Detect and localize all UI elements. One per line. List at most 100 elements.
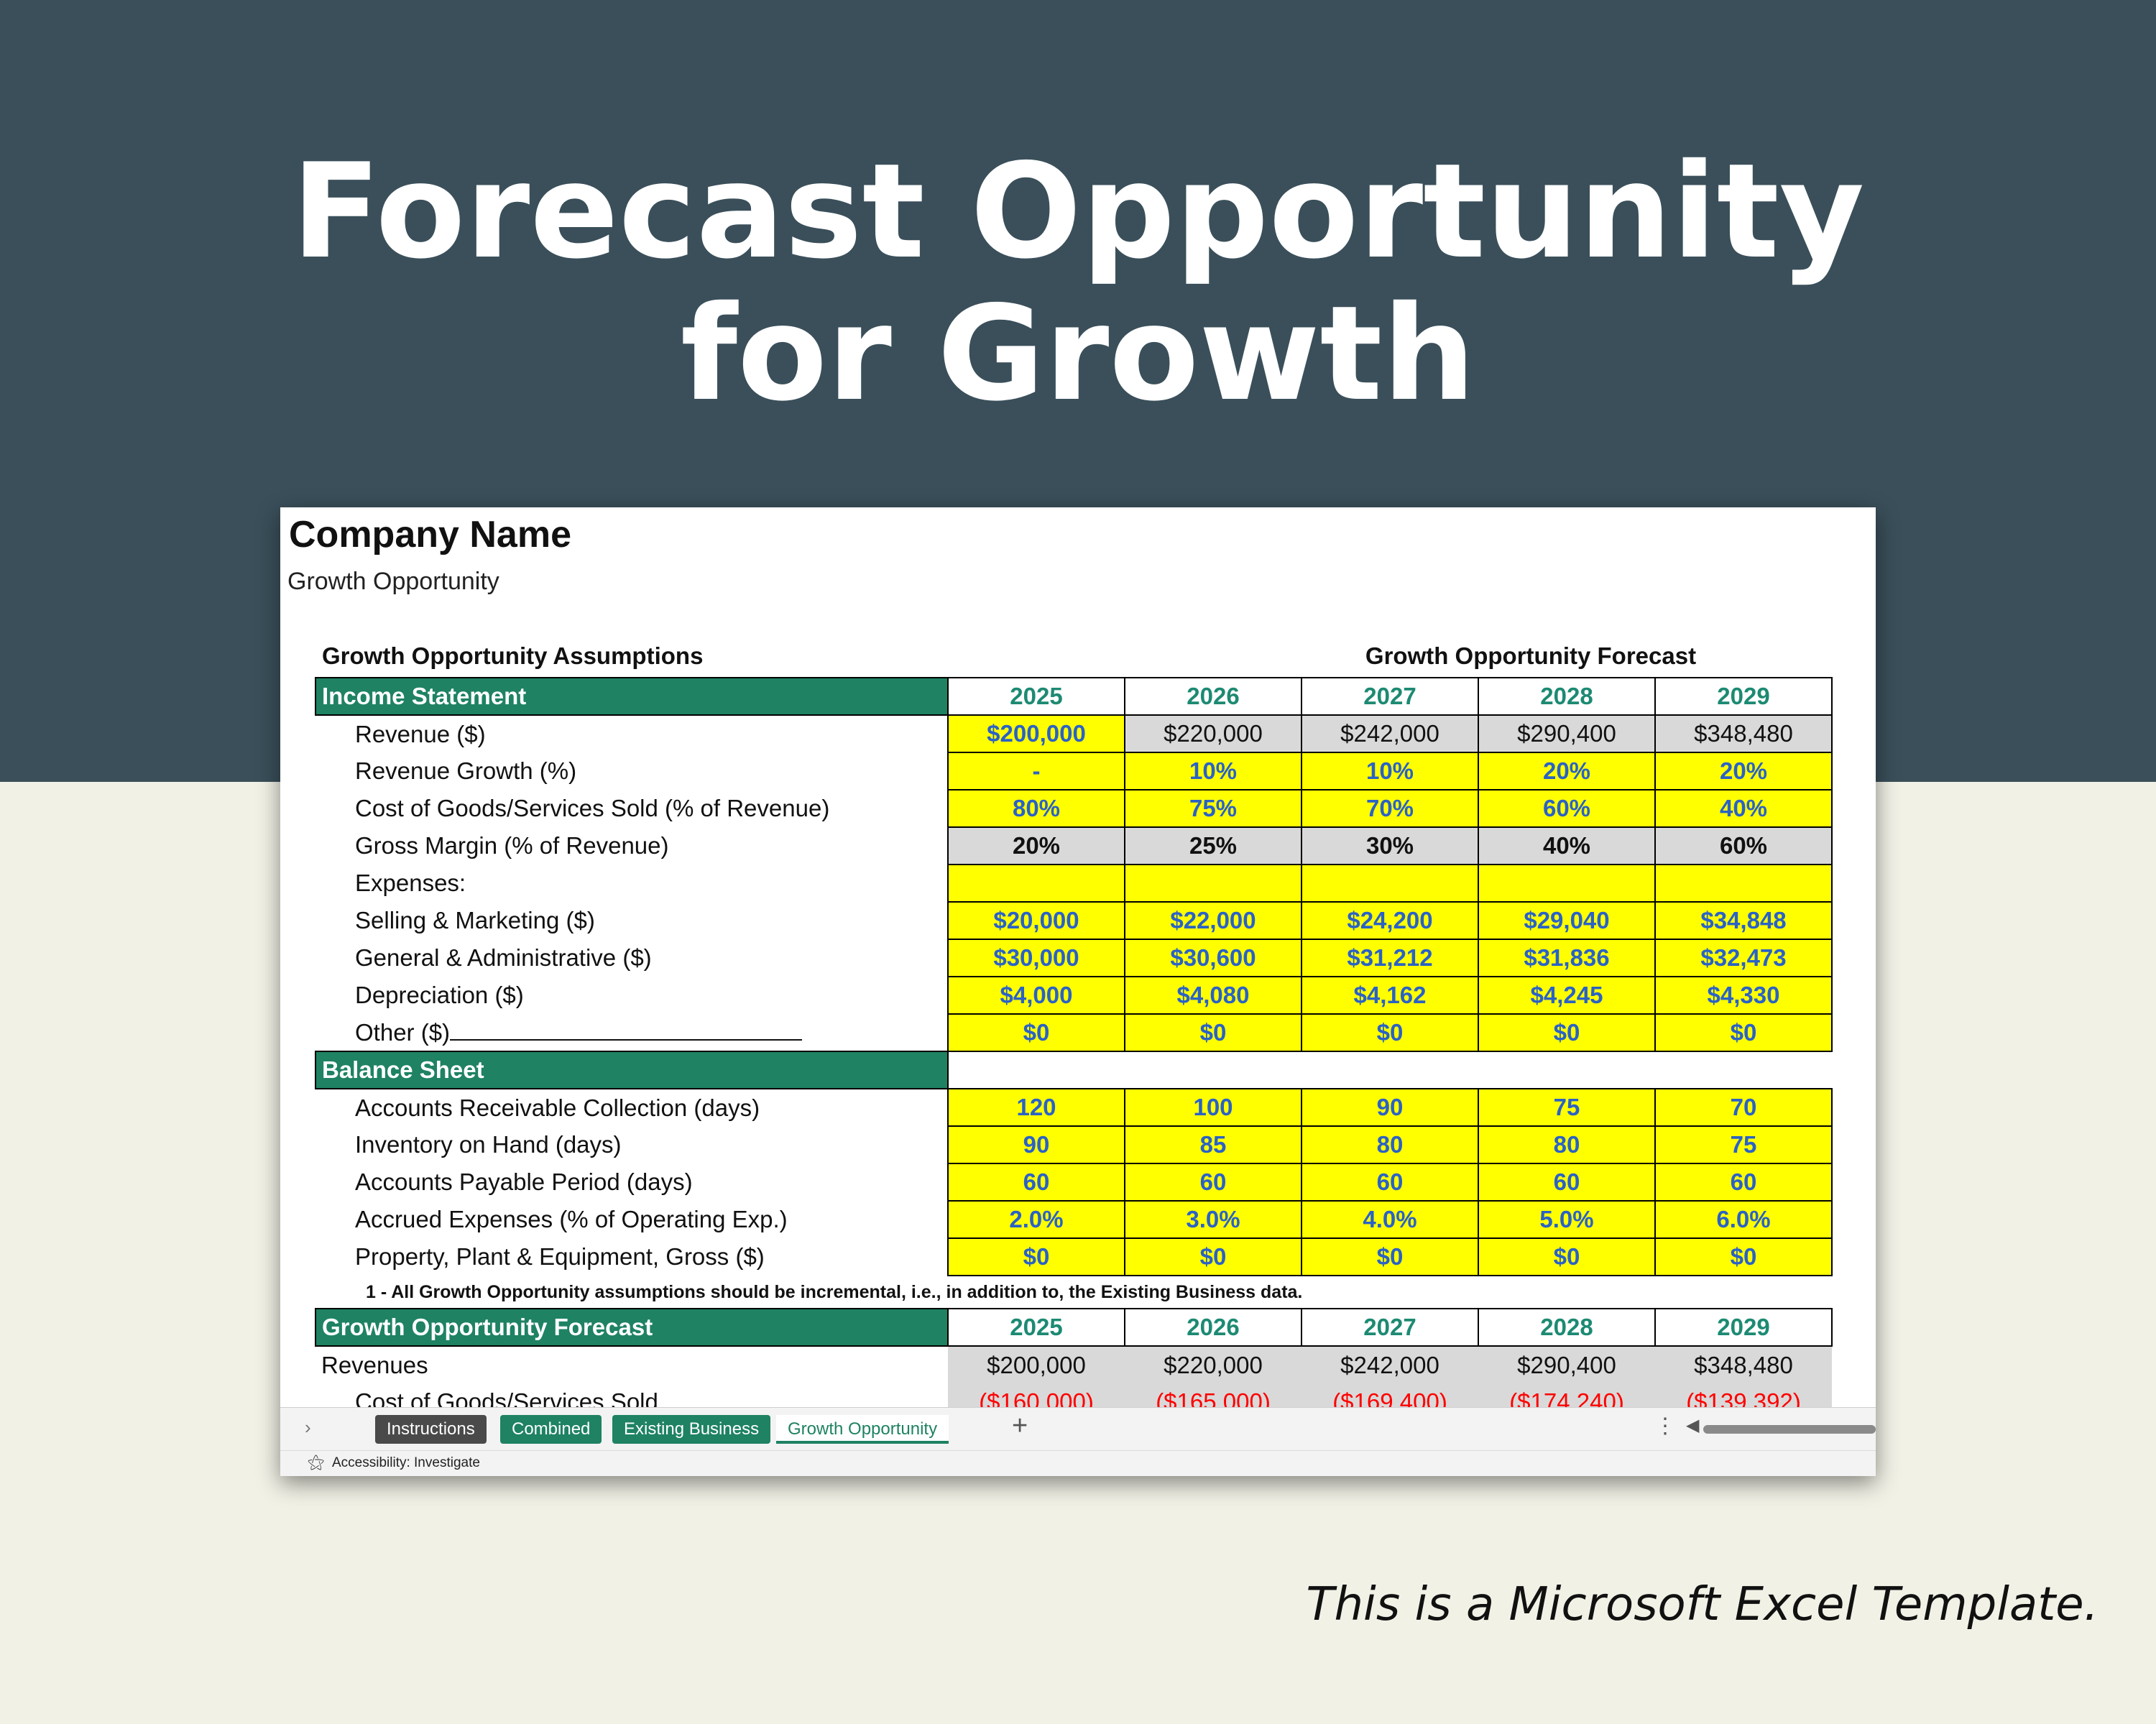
row-label[interactable]: Selling & Marketing ($)	[355, 907, 595, 934]
input-cell[interactable]: 20%	[1654, 752, 1833, 790]
input-cell[interactable]: $0	[947, 1237, 1125, 1276]
input-cell[interactable]: $0	[1301, 1013, 1479, 1052]
input-cell[interactable]: 90	[1301, 1088, 1479, 1127]
input-cell[interactable]: 75	[1478, 1088, 1656, 1127]
calc-cell[interactable]: $348,480	[1655, 1346, 1832, 1383]
input-cell[interactable]: $0	[1301, 1237, 1479, 1276]
tab-existing-business[interactable]: Existing Business	[612, 1415, 771, 1444]
input-cell[interactable]: $0	[1124, 1237, 1302, 1276]
calc-cell[interactable]: $242,000	[1301, 714, 1479, 753]
tab-combined[interactable]: Combined	[500, 1415, 602, 1444]
input-cell[interactable]: 75%	[1124, 789, 1302, 828]
input-cell[interactable]: $0	[947, 1013, 1125, 1052]
company-name[interactable]: Company Name	[289, 514, 571, 556]
input-cell[interactable]: 120	[947, 1088, 1125, 1127]
year-header[interactable]: 2027	[1301, 677, 1479, 716]
row-label[interactable]: Cost of Goods/Services Sold (% of Revenu…	[355, 795, 830, 821]
input-cell[interactable]: $31,212	[1301, 939, 1479, 977]
row-label-other[interactable]: Other ($)	[315, 1014, 948, 1051]
input-cell[interactable]: 5.0%	[1478, 1200, 1656, 1239]
year-header[interactable]: 2027	[1301, 1308, 1479, 1347]
horizontal-scrollbar[interactable]	[1703, 1425, 1876, 1434]
year-header[interactable]: 2028	[1478, 1308, 1656, 1347]
input-cell[interactable]: $0	[1478, 1013, 1656, 1052]
input-cell[interactable]: 80	[1301, 1125, 1479, 1164]
input-cell[interactable]: $200,000	[947, 714, 1125, 753]
tab-growth-opportunity[interactable]: Growth Opportunity	[776, 1415, 949, 1444]
sheet-subtitle[interactable]: Growth Opportunity	[287, 568, 499, 595]
row-label[interactable]: Accrued Expenses (% of Operating Exp.)	[355, 1206, 788, 1232]
chevron-right-icon[interactable]: ›	[305, 1416, 311, 1438]
calc-cell[interactable]: 60%	[1654, 826, 1833, 865]
input-cell[interactable]	[1654, 864, 1833, 903]
calc-cell[interactable]: $220,000	[1124, 714, 1302, 753]
row-label[interactable]: Depreciation ($)	[355, 982, 524, 1008]
calc-cell[interactable]: $220,000	[1125, 1346, 1302, 1383]
input-cell[interactable]: 80%	[947, 789, 1125, 828]
input-cell[interactable]: $0	[1124, 1013, 1302, 1052]
tab-instructions[interactable]: Instructions	[375, 1415, 487, 1444]
year-header[interactable]: 2025	[947, 677, 1125, 716]
forecast-section-label[interactable]: Growth Opportunity Forecast	[315, 1308, 949, 1347]
calc-cell[interactable]: 25%	[1124, 826, 1302, 865]
input-cell[interactable]: $4,330	[1654, 976, 1833, 1015]
input-cell[interactable]: 20%	[1478, 752, 1656, 790]
year-header[interactable]: 2026	[1124, 677, 1302, 716]
scroll-left-icon[interactable]: ◀	[1686, 1416, 1700, 1435]
row-label[interactable]: Property, Plant & Equipment, Gross ($)	[355, 1243, 765, 1270]
balance-sheet-label[interactable]: Balance Sheet	[315, 1051, 949, 1089]
input-cell[interactable]: $22,000	[1124, 901, 1302, 940]
calc-cell[interactable]: $290,400	[1478, 1346, 1655, 1383]
accessibility-icon[interactable]: ⚝	[308, 1452, 325, 1472]
input-cell[interactable]: $20,000	[947, 901, 1125, 940]
row-label[interactable]: Revenue Growth (%)	[355, 757, 577, 784]
input-cell[interactable]: $32,473	[1654, 939, 1833, 977]
input-cell[interactable]: 85	[1124, 1125, 1302, 1164]
input-cell[interactable]: $30,000	[947, 939, 1125, 977]
row-label[interactable]: Inventory on Hand (days)	[355, 1131, 622, 1158]
year-header[interactable]: 2028	[1478, 677, 1656, 716]
more-options-icon[interactable]: ⋮	[1654, 1414, 1676, 1438]
row-label[interactable]: Revenue ($)	[355, 720, 486, 747]
row-label[interactable]: Revenues	[321, 1351, 428, 1378]
input-cell[interactable]: 60	[1301, 1163, 1479, 1202]
income-statement-label[interactable]: Income Statement	[315, 677, 949, 716]
row-label[interactable]: Accounts Payable Period (days)	[355, 1168, 693, 1195]
assumptions-note[interactable]: 1 - All Growth Opportunity assumptions s…	[366, 1281, 1303, 1302]
input-cell[interactable]: 90	[947, 1125, 1125, 1164]
input-cell[interactable]: $31,836	[1478, 939, 1656, 977]
input-cell[interactable]: $30,600	[1124, 939, 1302, 977]
year-header[interactable]: 2029	[1654, 677, 1833, 716]
row-label[interactable]: General & Administrative ($)	[355, 944, 652, 971]
input-cell[interactable]: 10%	[1124, 752, 1302, 790]
input-cell[interactable]: 40%	[1654, 789, 1833, 828]
input-cell[interactable]: $29,040	[1478, 901, 1656, 940]
accessibility-status[interactable]: Accessibility: Investigate	[332, 1455, 480, 1470]
year-header[interactable]: 2029	[1654, 1308, 1833, 1347]
input-cell[interactable]	[947, 864, 1125, 903]
calc-cell[interactable]: 30%	[1301, 826, 1479, 865]
add-sheet-button[interactable]: +	[1012, 1411, 1028, 1441]
input-cell[interactable]	[1478, 864, 1656, 903]
input-cell[interactable]: 4.0%	[1301, 1200, 1479, 1239]
calc-cell[interactable]: 40%	[1478, 826, 1656, 865]
input-cell[interactable]: 60	[1654, 1163, 1833, 1202]
year-header[interactable]: 2026	[1124, 1308, 1302, 1347]
row-label[interactable]: Accounts Receivable Collection (days)	[355, 1094, 760, 1121]
calc-cell[interactable]: $348,480	[1654, 714, 1833, 753]
input-cell[interactable]: 60%	[1478, 789, 1656, 828]
input-cell[interactable]: 100	[1124, 1088, 1302, 1127]
input-cell[interactable]: 6.0%	[1654, 1200, 1833, 1239]
input-cell[interactable]: $0	[1654, 1237, 1833, 1276]
input-cell[interactable]: 60	[947, 1163, 1125, 1202]
input-cell[interactable]: 2.0%	[947, 1200, 1125, 1239]
input-cell[interactable]: $4,162	[1301, 976, 1479, 1015]
row-label[interactable]: Expenses:	[355, 870, 466, 896]
input-cell[interactable]: 70%	[1301, 789, 1479, 828]
calc-cell[interactable]: $290,400	[1478, 714, 1656, 753]
calc-cell[interactable]: 20%	[947, 826, 1125, 865]
calc-cell[interactable]: $200,000	[948, 1346, 1125, 1383]
input-cell[interactable]: -	[947, 752, 1125, 790]
input-cell[interactable]: 3.0%	[1124, 1200, 1302, 1239]
input-cell[interactable]: $0	[1478, 1237, 1656, 1276]
